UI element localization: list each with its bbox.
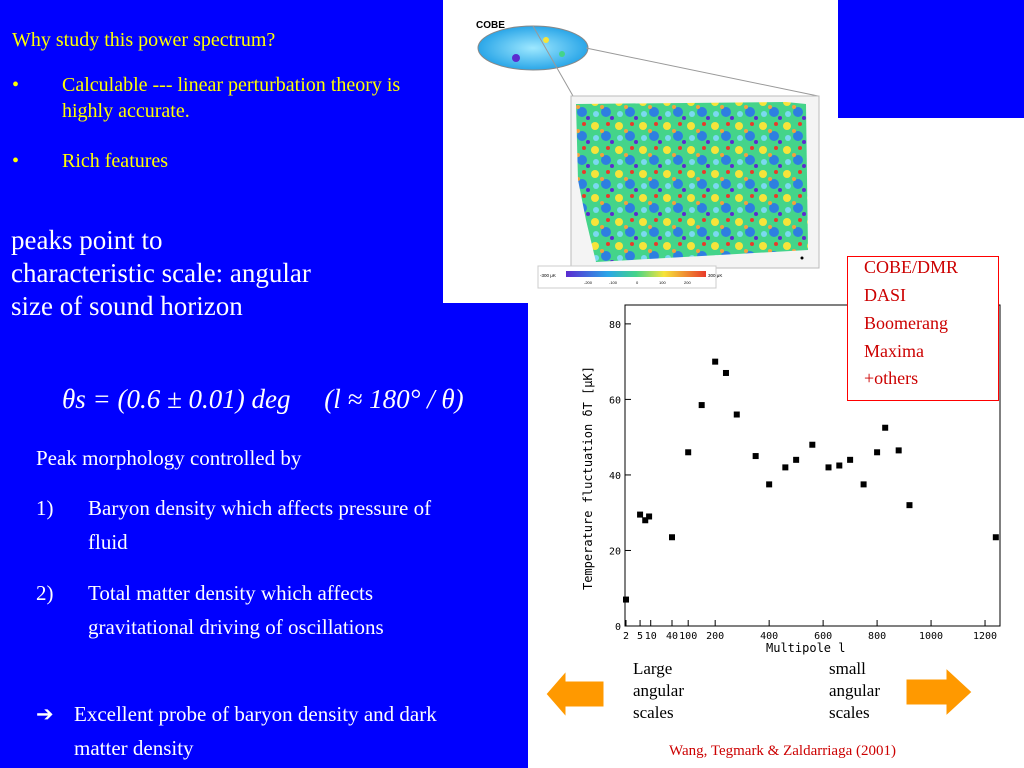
plot-frame <box>624 304 1001 627</box>
data-point <box>906 502 913 509</box>
x-axis-ticks: 251040100200400600800100012001400 <box>623 620 997 642</box>
legend-entry: DASI <box>864 285 907 305</box>
x-axis-label: Multipole l <box>766 641 845 655</box>
colorbar-max: 300 μK <box>708 273 722 278</box>
data-point <box>722 369 729 376</box>
colorbar-tick: 0 <box>636 280 639 285</box>
peaks-text: peaks point to characteristic scale: ang… <box>11 225 311 321</box>
large-scales-label: Large angular scales <box>633 659 684 722</box>
y-tick-label: 60 <box>609 395 621 406</box>
intro-question: Why study this power spectrum? <box>12 29 276 51</box>
data-point <box>698 402 705 409</box>
data-point <box>637 511 644 518</box>
y-axis-label: Temperature fluctuation δT [μK] <box>581 366 595 590</box>
legend-entry: Boomerang <box>864 313 948 333</box>
x-tick-label: 10 <box>645 631 657 642</box>
colorbar-tick: -100 <box>609 280 618 285</box>
data-point <box>669 534 675 541</box>
y-tick-label: 20 <box>609 546 621 557</box>
right-arrow-icon <box>906 668 973 716</box>
blue-panel-top-right <box>838 0 1024 118</box>
legend-entry: Maxima <box>864 341 924 361</box>
x-tick-label: 200 <box>706 631 724 642</box>
experiment-legend: COBE/DMR DASI Boomerang Maxima +others <box>847 256 999 401</box>
legend-entry: COBE/DMR <box>864 257 959 277</box>
cobe-allsky-map <box>477 25 589 71</box>
y-axis-ticks: 0 20 40 60 80 <box>609 320 631 633</box>
left-arrow-icon <box>546 671 605 717</box>
colorbar-tick: 100 <box>659 280 666 285</box>
data-point <box>782 464 789 471</box>
x-tick-label: 400 <box>760 631 778 642</box>
data-point <box>895 447 902 454</box>
data-point <box>685 449 692 456</box>
cobe-logo: COBE <box>476 20 505 31</box>
data-points <box>623 358 999 603</box>
citation: Wang, Tegmark & Zaldarriaga (2001) <box>669 743 896 759</box>
colorbar-tick: -200 <box>584 280 593 285</box>
x-tick-label: 1000 <box>919 631 943 642</box>
item-text: Total matter density which affects gravi… <box>88 581 384 639</box>
x-tick-label: 800 <box>868 631 886 642</box>
data-point <box>642 517 649 524</box>
data-point <box>646 513 653 520</box>
bullet-calculable: Calculable --- linear perturbation theor… <box>62 74 401 122</box>
small-scales-label: small angular scales <box>829 659 880 722</box>
bullet-rich-features: Rich features <box>62 150 169 172</box>
colorbar <box>566 271 706 277</box>
data-point <box>712 358 719 365</box>
cobe-map-figure: COBE -300 μK 300 μK -200 -100 0 100 200 <box>476 20 820 289</box>
x-tick-label: 100 <box>679 631 697 642</box>
blue-panel-left <box>0 0 443 768</box>
x-tick-label: 1200 <box>973 631 997 642</box>
data-point <box>623 596 629 603</box>
x-tick-label: 40 <box>666 631 678 642</box>
bullet-marker: • <box>12 74 20 96</box>
colorbar-ticks: -200 -100 0 100 200 <box>584 280 691 285</box>
data-point <box>825 464 832 471</box>
x-tick-label: 5 <box>637 631 643 642</box>
data-point <box>847 456 854 463</box>
data-point <box>733 411 740 418</box>
data-point <box>860 481 867 488</box>
data-point <box>874 449 881 456</box>
y-tick-label: 0 <box>615 622 621 633</box>
data-point <box>882 424 889 431</box>
item-number: 1) <box>36 496 54 520</box>
legend-entry: +others <box>864 368 919 388</box>
data-point <box>809 441 816 448</box>
boomerang-patch-map <box>576 102 808 262</box>
theta-formula: θs = (0.6 ± 0.01) deg (l ≈ 180° / θ) <box>62 384 464 414</box>
blue-panel-mid <box>443 303 528 768</box>
arrow-right-icon: ➔ <box>36 702 54 726</box>
x-tick-label: 600 <box>814 631 832 642</box>
data-point <box>793 456 800 463</box>
colorbar-min: -300 μK <box>540 273 556 278</box>
item-text: Baryon density which affects pressure of… <box>88 496 432 554</box>
conclusion-text: Excellent probe of baryon density and da… <box>74 702 437 760</box>
item-number: 2) <box>36 581 54 605</box>
colorbar-tick: 200 <box>684 280 691 285</box>
data-point <box>766 481 773 488</box>
y-tick-label: 40 <box>609 471 621 482</box>
y-tick-label: 80 <box>609 320 621 331</box>
morphology-heading: Peak morphology controlled by <box>36 446 302 470</box>
x-tick-label: 2 <box>623 631 629 642</box>
bullet-marker: • <box>12 150 20 172</box>
data-point <box>836 462 843 469</box>
data-point <box>752 453 759 460</box>
data-point <box>992 534 999 541</box>
